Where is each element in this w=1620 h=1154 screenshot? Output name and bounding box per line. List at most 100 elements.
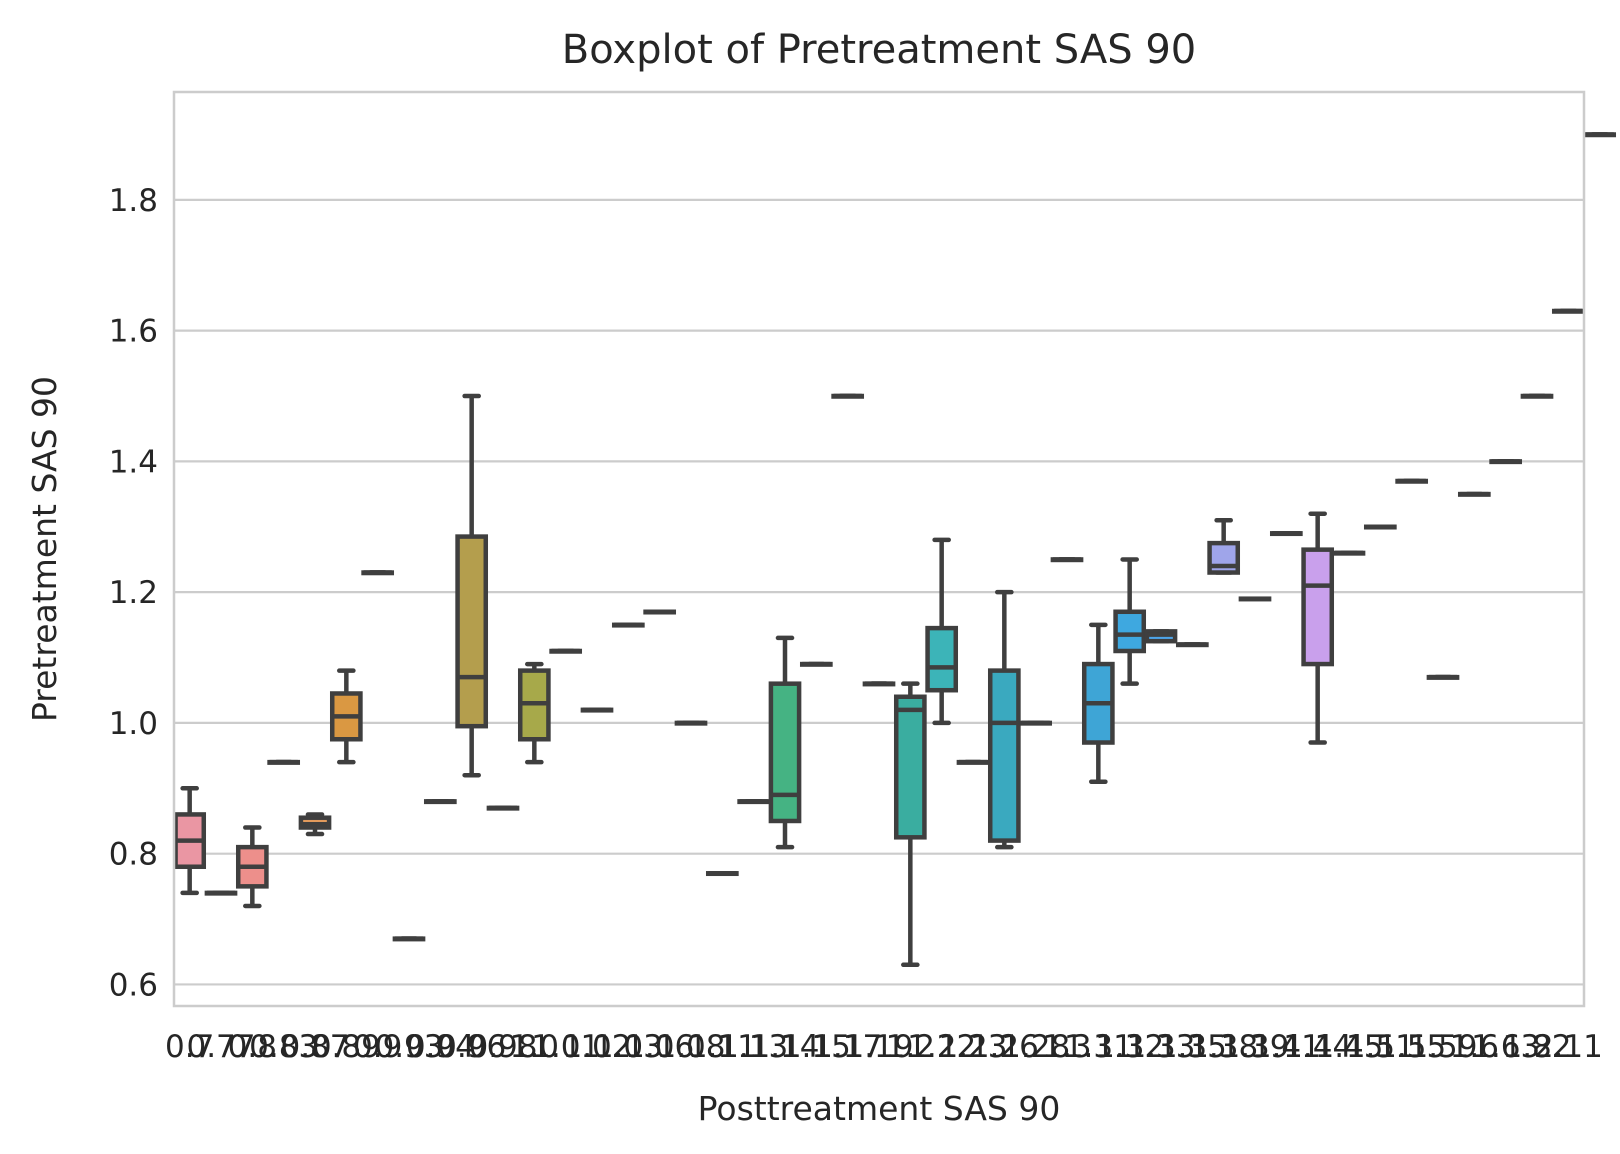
x-tick-label: 1.11 bbox=[688, 1029, 757, 1065]
y-tick-label: 0.8 bbox=[109, 837, 158, 873]
x-tick-label: 1.23 bbox=[938, 1029, 1007, 1065]
box-group bbox=[737, 799, 771, 805]
x-tick-label: 1.22 bbox=[907, 1029, 976, 1065]
x-tick-label: 1.2 bbox=[886, 1029, 935, 1065]
box-iqr bbox=[1113, 609, 1147, 654]
x-tick-label: 1.02 bbox=[562, 1029, 631, 1065]
box-group bbox=[1426, 674, 1460, 680]
x-tick-label: 1.6 bbox=[1450, 1029, 1499, 1065]
box-group bbox=[987, 589, 1021, 850]
x-tick-label: 1.26 bbox=[970, 1029, 1039, 1065]
box-group bbox=[517, 661, 551, 765]
x-tick-label: 1.01 bbox=[531, 1029, 600, 1065]
box-iqr bbox=[1301, 547, 1335, 667]
y-tick-label: 1.8 bbox=[109, 183, 158, 219]
y-tick-label: 0.6 bbox=[109, 967, 158, 1003]
x-tick-label: 1.44 bbox=[1283, 1029, 1352, 1065]
box-group bbox=[1551, 308, 1585, 314]
x-tick-label: 1.03 bbox=[594, 1029, 663, 1065]
box-iqr bbox=[987, 668, 1021, 843]
box-iqr bbox=[768, 681, 802, 824]
box-iqr bbox=[925, 625, 959, 693]
box-group bbox=[392, 936, 426, 942]
box-group bbox=[1489, 459, 1523, 465]
box-group bbox=[893, 681, 927, 968]
box-group bbox=[1050, 557, 1084, 563]
x-tick-label: 1.55 bbox=[1377, 1029, 1446, 1065]
y-axis-label: Pretreatment SAS 90 bbox=[25, 376, 64, 722]
box-group bbox=[580, 707, 614, 713]
box-group bbox=[423, 799, 457, 805]
box-group bbox=[1332, 550, 1366, 556]
x-tick-label: 0.98 bbox=[468, 1029, 537, 1065]
x-tick-label: 0.96 bbox=[437, 1029, 506, 1065]
x-tick-label: 1.82 bbox=[1502, 1029, 1571, 1065]
x-tick-label: 1.17 bbox=[813, 1029, 882, 1065]
box-group bbox=[925, 537, 959, 726]
box-group bbox=[267, 759, 301, 765]
box-group bbox=[1081, 622, 1115, 784]
box-group bbox=[173, 786, 207, 896]
x-tick-label: 2.11 bbox=[1534, 1029, 1603, 1065]
chart-title: Boxplot of Pretreatment SAS 90 bbox=[562, 27, 1196, 73]
box-group bbox=[705, 871, 739, 877]
box-group bbox=[1363, 524, 1397, 530]
x-tick-label: 1.15 bbox=[782, 1029, 851, 1065]
x-tick-label: 1.45 bbox=[1314, 1029, 1383, 1065]
x-tick-label: 0.7 bbox=[165, 1029, 214, 1065]
x-tick-label: 0.87 bbox=[280, 1029, 349, 1065]
box-group bbox=[1175, 642, 1209, 648]
plot-area-border bbox=[172, 90, 1586, 1008]
x-tick-label: 1.06 bbox=[625, 1029, 694, 1065]
box-group bbox=[831, 393, 865, 399]
box-group bbox=[799, 661, 833, 667]
box-group bbox=[956, 759, 990, 765]
box-group bbox=[1144, 629, 1178, 644]
box-group bbox=[1395, 478, 1429, 484]
box-iqr bbox=[893, 694, 927, 840]
box-group bbox=[235, 825, 269, 909]
x-tick-label: 0.89 bbox=[312, 1029, 381, 1065]
x-tick-label: 0.83 bbox=[249, 1029, 318, 1065]
box-group bbox=[862, 681, 896, 687]
box-group bbox=[1269, 531, 1303, 537]
box-group bbox=[204, 890, 238, 896]
x-tick-label: 1.14 bbox=[750, 1029, 819, 1065]
box-group bbox=[643, 609, 677, 615]
x-tick-label: 1.28 bbox=[1001, 1029, 1070, 1065]
x-tick-label: 1.3 bbox=[1042, 1029, 1091, 1065]
box-group bbox=[329, 668, 363, 765]
box-group bbox=[1520, 393, 1554, 399]
x-axis-label: Posttreatment SAS 90 bbox=[698, 1089, 1061, 1128]
y-tick-label: 1.0 bbox=[109, 706, 158, 742]
box-group bbox=[549, 648, 583, 654]
box-group bbox=[1457, 491, 1491, 497]
y-gridlines bbox=[174, 198, 1584, 986]
x-tick-label: 0.9 bbox=[353, 1029, 402, 1065]
box-group bbox=[674, 720, 708, 726]
box-group bbox=[1301, 511, 1335, 745]
box-series bbox=[173, 132, 1617, 968]
x-tick-label: 0.8 bbox=[228, 1029, 277, 1065]
box-group bbox=[455, 393, 489, 778]
box-group bbox=[1113, 557, 1147, 686]
x-tick-label: 1.08 bbox=[656, 1029, 725, 1065]
box-group bbox=[486, 805, 520, 811]
x-tick-label: 1.41 bbox=[1252, 1029, 1321, 1065]
x-tick-label: 1.35 bbox=[1158, 1029, 1227, 1065]
x-tick-label: 1.31 bbox=[1064, 1029, 1133, 1065]
y-tick-label: 1.2 bbox=[109, 575, 158, 611]
x-tick-label: 1.39 bbox=[1220, 1029, 1289, 1065]
x-tick-label: 1.0 bbox=[510, 1029, 559, 1065]
x-tick-label: 1.19 bbox=[844, 1029, 913, 1065]
x-tick-label: 1.33 bbox=[1126, 1029, 1195, 1065]
x-tick-label: 0.93 bbox=[374, 1029, 443, 1065]
x-tick-label: 1.38 bbox=[1189, 1029, 1258, 1065]
x-tick-label: 0.77 bbox=[186, 1029, 255, 1065]
box-group bbox=[298, 812, 332, 837]
x-tick-labels: 0.70.770.80.830.870.890.90.930.940.960.9… bbox=[165, 1029, 1603, 1065]
x-tick-label: 1.32 bbox=[1095, 1029, 1164, 1065]
